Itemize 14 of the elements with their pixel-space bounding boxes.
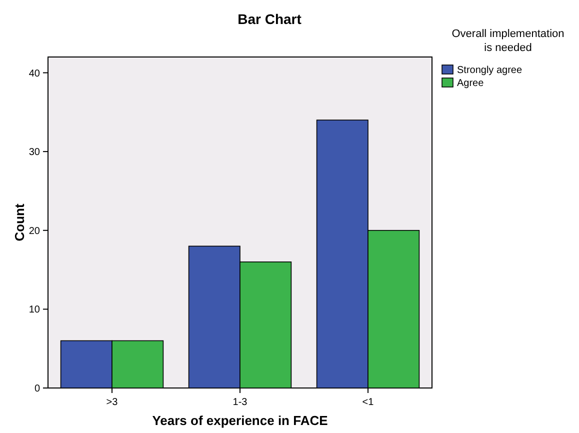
y-tick-label: 40: [28, 68, 40, 80]
x-tick-label: 1-3: [232, 397, 248, 408]
y-tick-label: 30: [28, 147, 40, 158]
x-tick-label: <1: [362, 397, 374, 408]
x-tick-label: >3: [106, 397, 118, 408]
legend-label: Strongly agree: [457, 65, 522, 76]
legend-label: Agree: [457, 78, 484, 89]
chart-title: Bar Chart: [238, 11, 302, 27]
x-axis-title: Years of experience in FACE: [152, 413, 328, 428]
y-tick-label: 10: [28, 304, 40, 316]
legend-title: Overall implementation is needed: [452, 28, 564, 54]
y-tick-label: 0: [34, 384, 40, 394]
y-tick-label: 20: [28, 226, 40, 237]
y-axis-title: Count: [12, 203, 27, 242]
